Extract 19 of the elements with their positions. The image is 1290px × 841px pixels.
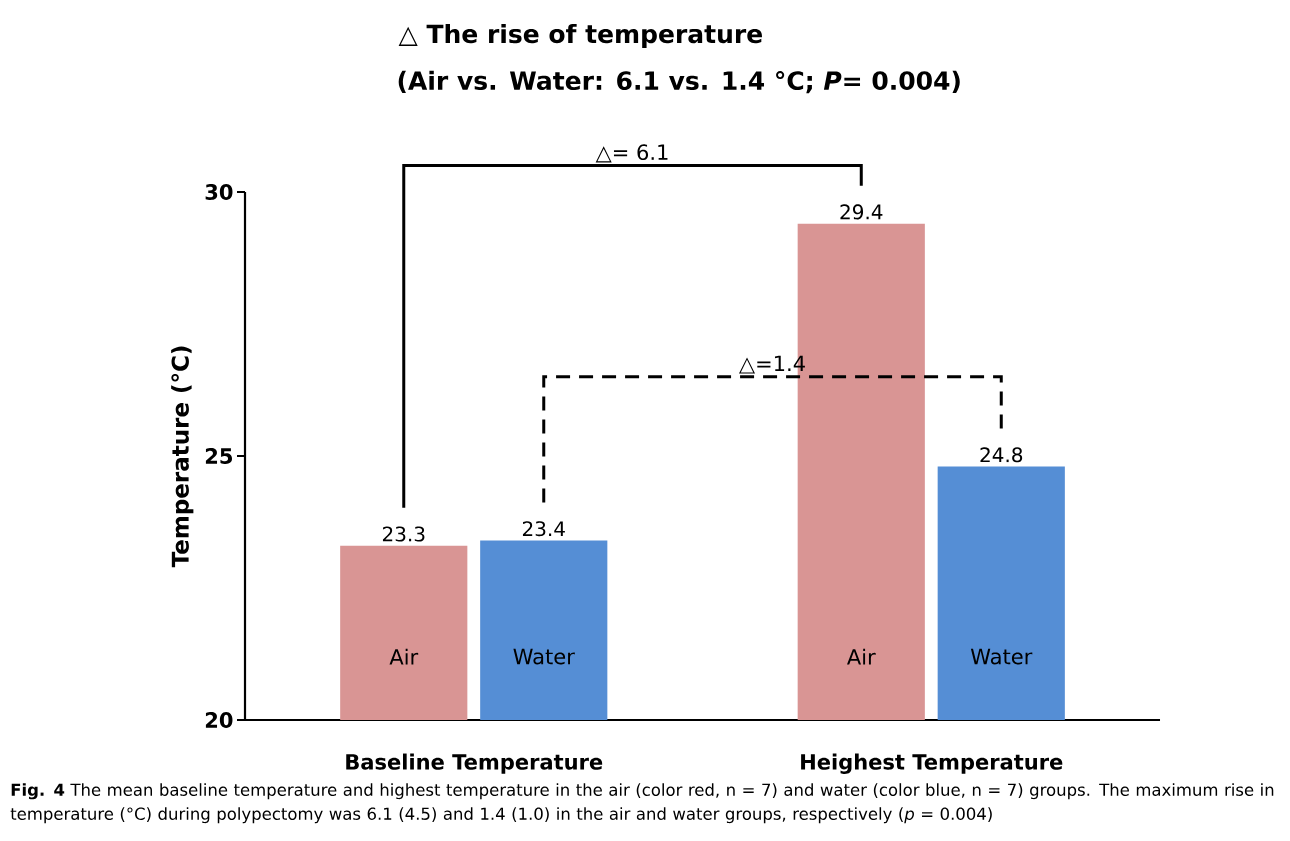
data-label: 23.3 — [382, 526, 425, 542]
chart-title: △ The rise of temperature — [398, 23, 762, 49]
series-label: Water — [970, 648, 1033, 665]
y-tick-label: 30 — [205, 184, 233, 200]
chart-subtitle: (Air vs. Water: 6.1 vs. 1.4 °C; P= 0.004) — [398, 70, 960, 94]
text: △= 6.1 — [595, 144, 668, 163]
text: Water — [513, 648, 575, 665]
data-label: 24.8 — [980, 447, 1023, 463]
series-label: Air — [847, 648, 876, 665]
x-tick-label: Heighest Temperature — [801, 753, 1063, 775]
text: Fig. 4 The mean baseline temperature and highest temperature in the air (color red, n = 7) and water (color blue, n = 7) groups. The maximum rise in temperature (°C) during polypectomy was 6.1 (4.5) and 1.4 (1.0) in the air and water groups, respectively (p = 0.004) — [10, 783, 1274, 824]
y-axis-title: Temperature (°C) — [171, 346, 194, 568]
y-tick-label: 20 — [205, 712, 233, 728]
annotation: △=1.4 — [739, 355, 805, 374]
data-label: 29.4 — [840, 204, 883, 220]
data-label: 23.4 — [522, 521, 565, 537]
y-tick-label: 25 — [205, 448, 233, 464]
x-tick-label: Baseline Temperature — [346, 753, 603, 774]
text: Air — [389, 648, 419, 665]
